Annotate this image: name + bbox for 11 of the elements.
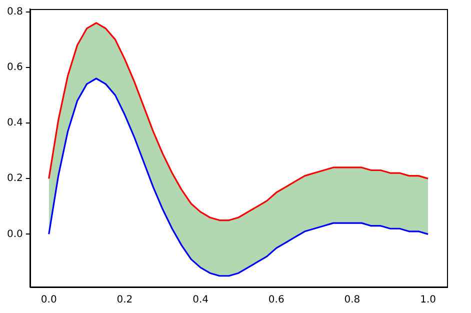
x-tick-label: 1.0 bbox=[420, 294, 436, 306]
x-tick-label: 0.8 bbox=[344, 294, 360, 306]
x-tick-label: 0.4 bbox=[192, 294, 208, 306]
y-tick-label: 0.8 bbox=[6, 6, 23, 18]
x-tick-label: 0.0 bbox=[40, 294, 57, 306]
x-tick-label: 0.6 bbox=[268, 294, 284, 306]
y-tick-label: 0.0 bbox=[6, 228, 23, 240]
x-tick-label: 0.2 bbox=[116, 294, 133, 306]
y-tick-label: 0.4 bbox=[6, 118, 23, 129]
y-tick-label: 0.2 bbox=[6, 173, 23, 184]
y-tick-label: 0.6 bbox=[6, 62, 23, 73]
